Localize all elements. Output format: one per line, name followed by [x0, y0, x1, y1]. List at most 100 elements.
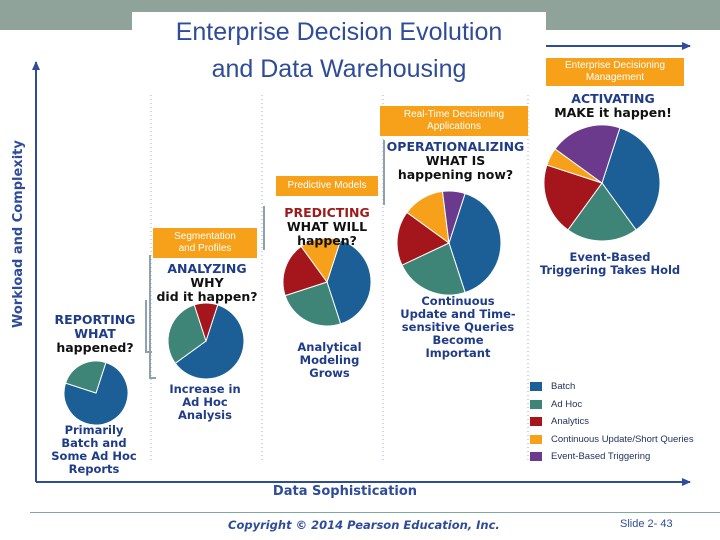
box-line: Segmentation — [174, 231, 236, 242]
stage-predicting-title: PREDICTING — [284, 205, 370, 220]
box-line: and Profiles — [178, 243, 232, 254]
stage-operationalizing-caption: Continuous Update and Time- sensitive Qu… — [388, 295, 528, 360]
legend-label: Event-Based Triggering — [551, 451, 651, 463]
pie-slice-analytics — [543, 164, 603, 231]
title-line-1: Enterprise Decision Evolution — [175, 18, 503, 46]
segmentation-box: Segmentation and Profiles — [153, 228, 257, 258]
legend-label: Batch — [551, 381, 576, 393]
pie-analyzing — [167, 302, 245, 380]
caption-line: Become — [432, 333, 484, 347]
stage-activating-heading: ACTIVATING MAKE it happen! — [548, 92, 678, 120]
copyright-text: Copyright © 2014 Pearson Education, Inc. — [228, 518, 500, 532]
caption-line: Event-Based — [569, 250, 651, 264]
pie-slice-ad-hoc — [401, 242, 466, 296]
caption-line: Important — [425, 346, 491, 360]
legend-swatch — [530, 399, 542, 409]
legend-label: Continuous Update/Short Queries — [551, 433, 694, 445]
pie-slice-ad-hoc — [284, 281, 342, 327]
slide-number: Slide 2- 43 — [620, 518, 673, 530]
pie-slice-analytics — [396, 211, 450, 266]
caption-line: Grows — [309, 366, 350, 380]
stage-analyzing-title: ANALYZING — [167, 261, 247, 276]
title-line-2: and Data Warehousing — [211, 55, 467, 83]
legend-swatch — [530, 434, 542, 444]
caption-line: Continuous — [421, 294, 495, 308]
pie-slice-ad-hoc — [567, 182, 637, 242]
legend-item-analytics: Analytics — [530, 413, 694, 431]
pie-slice-event-based — [441, 190, 466, 244]
pie-operationalizing — [396, 190, 502, 296]
pie-slice-analytics — [193, 302, 219, 343]
stage-activating-caption: Event-Based Triggering Takes Hold — [526, 251, 694, 277]
pie-slice-batch — [601, 127, 661, 231]
stage-reporting-question-1: WHAT — [74, 326, 116, 341]
legend-swatch — [530, 452, 542, 462]
stage-analyzing-heading: ANALYZING WHY did it happen? — [152, 262, 262, 304]
legend-item-continuous: Continuous Update/Short Queries — [530, 431, 694, 449]
legend: Batch Ad Hoc Analytics Continuous Update… — [530, 378, 694, 466]
stage-operationalizing-question-1: WHAT IS — [425, 153, 486, 168]
stage-reporting-heading: REPORTING WHAT happened? — [50, 313, 140, 355]
caption-line: Increase in — [169, 382, 241, 396]
stage-operationalizing-title: OPERATIONALIZING — [386, 139, 525, 154]
stage-predicting-question-1: WHAT WILL — [286, 219, 368, 234]
stage-activating-question: MAKE it happen! — [554, 105, 672, 120]
box-line: Predictive Models — [287, 180, 367, 191]
y-axis-label: Workload and Complexity — [11, 140, 26, 328]
predictive-models-box: Predictive Models — [276, 176, 378, 196]
caption-line: Batch and — [61, 436, 127, 450]
stage-analyzing-question-2: did it happen? — [156, 289, 258, 304]
caption-line: Modeling — [299, 353, 360, 367]
box-line: Real-Time Decisioning — [403, 109, 505, 120]
box-line: Management — [585, 72, 645, 83]
x-axis-label: Data Sophistication — [272, 484, 418, 499]
real-time-decisioning-box: Real-Time Decisioning Applications — [380, 106, 528, 136]
pie-slice-batch — [174, 304, 245, 380]
pie-reporting — [63, 360, 129, 426]
stage-predicting-question-2: happen? — [297, 233, 357, 248]
caption-line: sensitive Queries — [401, 320, 515, 334]
box-line: Enterprise Decisioning — [564, 60, 666, 71]
caption-line: Update and Time- — [400, 307, 516, 321]
page-title: Enterprise Decision Evolution and Data W… — [132, 14, 546, 88]
title-background — [132, 12, 546, 94]
legend-item-batch: Batch — [530, 378, 694, 396]
legend-label: Ad Hoc — [551, 398, 583, 410]
legend-swatch — [530, 417, 542, 427]
enterprise-decisioning-box: Enterprise Decisioning Management — [546, 58, 684, 86]
box-line: Applications — [427, 121, 481, 132]
stage-operationalizing-heading: OPERATIONALIZING WHAT IS happening now? — [378, 140, 533, 182]
stage-analyzing-caption: Increase in Ad Hoc Analysis — [160, 383, 250, 422]
pie-slice-batch — [326, 239, 372, 325]
stage-predicting-heading: PREDICTING WHAT WILL happen? — [272, 206, 382, 248]
pie-slice-continuous — [300, 237, 342, 284]
legend-item-ad-hoc: Ad Hoc — [530, 396, 694, 414]
caption-line: Some Ad Hoc — [51, 449, 137, 463]
pie-activating — [543, 124, 661, 242]
caption-line: Triggering Takes Hold — [539, 263, 681, 277]
pie-slice-ad-hoc — [167, 304, 207, 365]
bracket-analyzing — [149, 255, 156, 379]
pie-slice-analytics — [282, 245, 328, 297]
stage-reporting-title: REPORTING — [54, 312, 136, 327]
legend-label: Analytics — [551, 416, 590, 428]
caption-line: Reports — [68, 462, 120, 476]
pie-slice-batch — [448, 192, 502, 294]
caption-line: Ad Hoc — [182, 395, 228, 409]
stage-operationalizing-question-2: happening now? — [397, 167, 514, 182]
stage-reporting-question-2: happened? — [56, 340, 134, 355]
pie-slice-event-based — [554, 124, 621, 184]
caption-line: Analysis — [178, 408, 232, 422]
stage-analyzing-question-1: WHY — [190, 275, 224, 290]
stage-predicting-caption: Analytical Modeling Grows — [282, 341, 377, 380]
caption-line: Primarily — [64, 423, 124, 437]
stage-activating-title: ACTIVATING — [571, 91, 655, 106]
pie-slice-ad-hoc — [64, 360, 107, 394]
legend-swatch — [530, 382, 542, 392]
stage-reporting-caption: Primarily Batch and Some Ad Hoc Reports — [44, 424, 144, 476]
legend-item-event-based: Event-Based Triggering — [530, 448, 694, 466]
caption-line: Analytical — [297, 340, 362, 354]
pie-slice-batch — [63, 361, 129, 426]
footer-divider — [30, 512, 720, 513]
